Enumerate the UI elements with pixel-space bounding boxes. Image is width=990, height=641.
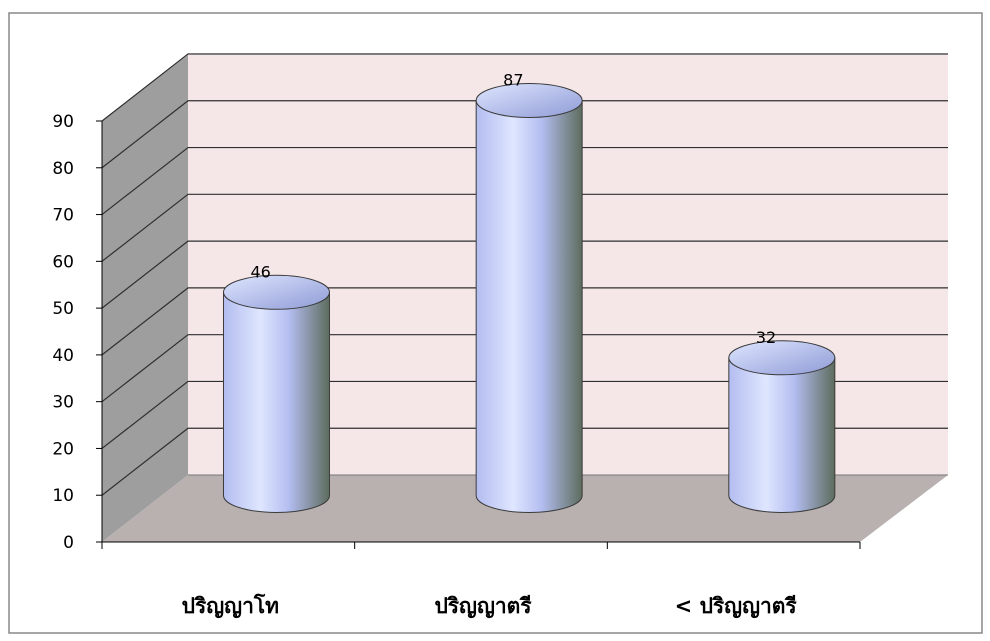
gridline <box>101 334 948 403</box>
bar-top <box>475 83 583 119</box>
bar <box>728 340 836 513</box>
plot-side-wall <box>102 55 188 542</box>
gridline <box>101 380 948 449</box>
bar-body <box>222 291 330 513</box>
data-label: 46 <box>250 262 270 281</box>
x-tick-label: < ปริญญาตรี <box>675 594 798 619</box>
gridline <box>101 240 948 309</box>
y-tick-label: 20 <box>52 439 74 459</box>
x-tick-label: ปริญญาตรี <box>434 594 532 619</box>
data-label: 87 <box>503 71 523 90</box>
y-tick-label: 30 <box>52 393 74 413</box>
y-tick-label: 50 <box>52 299 74 319</box>
bar-body <box>475 100 583 513</box>
gridline <box>101 100 948 169</box>
y-tick-label: 80 <box>52 159 74 179</box>
x-tick-label: ปริญญาโท <box>182 593 279 619</box>
gridline <box>101 287 948 356</box>
y-tick-label: 90 <box>52 112 74 132</box>
bar-body <box>728 357 836 513</box>
gridline <box>101 427 948 496</box>
y-tick-label: 10 <box>52 486 74 506</box>
y-tick-label: 60 <box>52 252 74 272</box>
bar <box>475 83 583 513</box>
y-tick-label: 70 <box>52 206 74 226</box>
data-label: 32 <box>756 328 776 347</box>
bar-top <box>728 340 836 376</box>
y-tick-label: 0 <box>63 533 74 553</box>
y-tick-label: 40 <box>52 346 74 366</box>
gridline <box>101 193 948 262</box>
bar <box>222 274 330 513</box>
gridline <box>101 53 948 122</box>
gridline <box>101 146 948 216</box>
bar-top <box>222 274 330 310</box>
